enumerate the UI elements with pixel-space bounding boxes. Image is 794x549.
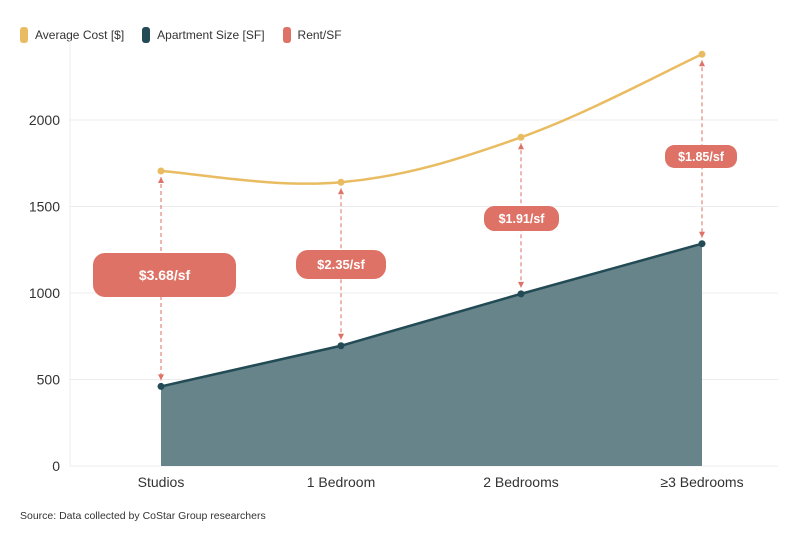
- legend-swatch: [20, 27, 28, 43]
- badge-background: [665, 145, 737, 168]
- legend-item: Average Cost [$]: [20, 27, 124, 43]
- badge-label: $1.85/sf: [678, 150, 725, 164]
- legend-label: Rent/SF: [297, 28, 342, 42]
- arrow-up-icon: [518, 143, 524, 150]
- x-tick-label: 1 Bedroom: [307, 474, 375, 490]
- badge-background: [296, 250, 386, 279]
- x-tick-label: Studios: [138, 474, 185, 490]
- apartment-size-area: [161, 243, 702, 466]
- rent-per-sf-badge: $2.35/sf: [296, 250, 386, 279]
- legend-item: Apartment Size [SF]: [142, 27, 265, 43]
- badge-background: [93, 253, 236, 297]
- rent-per-sf-badge: $1.91/sf: [484, 206, 559, 231]
- y-tick-label: 1500: [29, 199, 60, 215]
- arrow-down-icon: [699, 231, 705, 238]
- legend-item: Rent/SF: [282, 27, 342, 43]
- apartment-size-point: [337, 342, 345, 350]
- legend: Average Cost [$] Apartment Size [SF] Rent/…: [20, 27, 360, 43]
- rent-per-sf-badge: $1.85/sf: [665, 145, 737, 168]
- y-tick-label: 0: [52, 458, 60, 474]
- arrow-up-icon: [338, 188, 344, 195]
- apartment-size-point: [157, 382, 165, 390]
- source-note: Source: Data collected by CoStar Group r…: [20, 510, 266, 522]
- average-cost-point: [157, 167, 165, 175]
- legend-label: Average Cost [$]: [35, 28, 125, 42]
- badge-label: $2.35/sf: [317, 257, 365, 272]
- x-tick-label: 2 Bedrooms: [483, 474, 558, 490]
- legend-swatch: [142, 27, 151, 43]
- arrow-down-icon: [518, 281, 524, 288]
- y-tick-label: 1000: [29, 285, 60, 301]
- badge-label: $3.68/sf: [139, 267, 191, 283]
- apartment-size-point: [517, 290, 525, 298]
- arrow-up-icon: [158, 177, 164, 184]
- badge-background: [484, 206, 559, 231]
- badge-label: $1.91/sf: [499, 212, 546, 226]
- rent-per-sf-badge: $3.68/sf: [93, 253, 236, 297]
- apartment-size-point: [698, 240, 706, 248]
- apartment-size-line: [160, 242, 703, 388]
- x-tick-label: ≥3 Bedrooms: [660, 474, 743, 490]
- y-tick-label: 500: [37, 372, 61, 388]
- arrow-down-icon: [338, 333, 344, 340]
- y-tick-label: 2000: [29, 112, 60, 128]
- average-cost-point: [517, 133, 525, 141]
- arrow-up-icon: [699, 60, 705, 67]
- legend-label: Apartment Size [SF]: [157, 28, 265, 42]
- arrow-down-icon: [158, 374, 164, 381]
- average-cost-point: [337, 178, 345, 186]
- average-cost-point: [698, 50, 706, 58]
- legend-swatch: [282, 27, 291, 43]
- average-cost-line: [160, 53, 703, 185]
